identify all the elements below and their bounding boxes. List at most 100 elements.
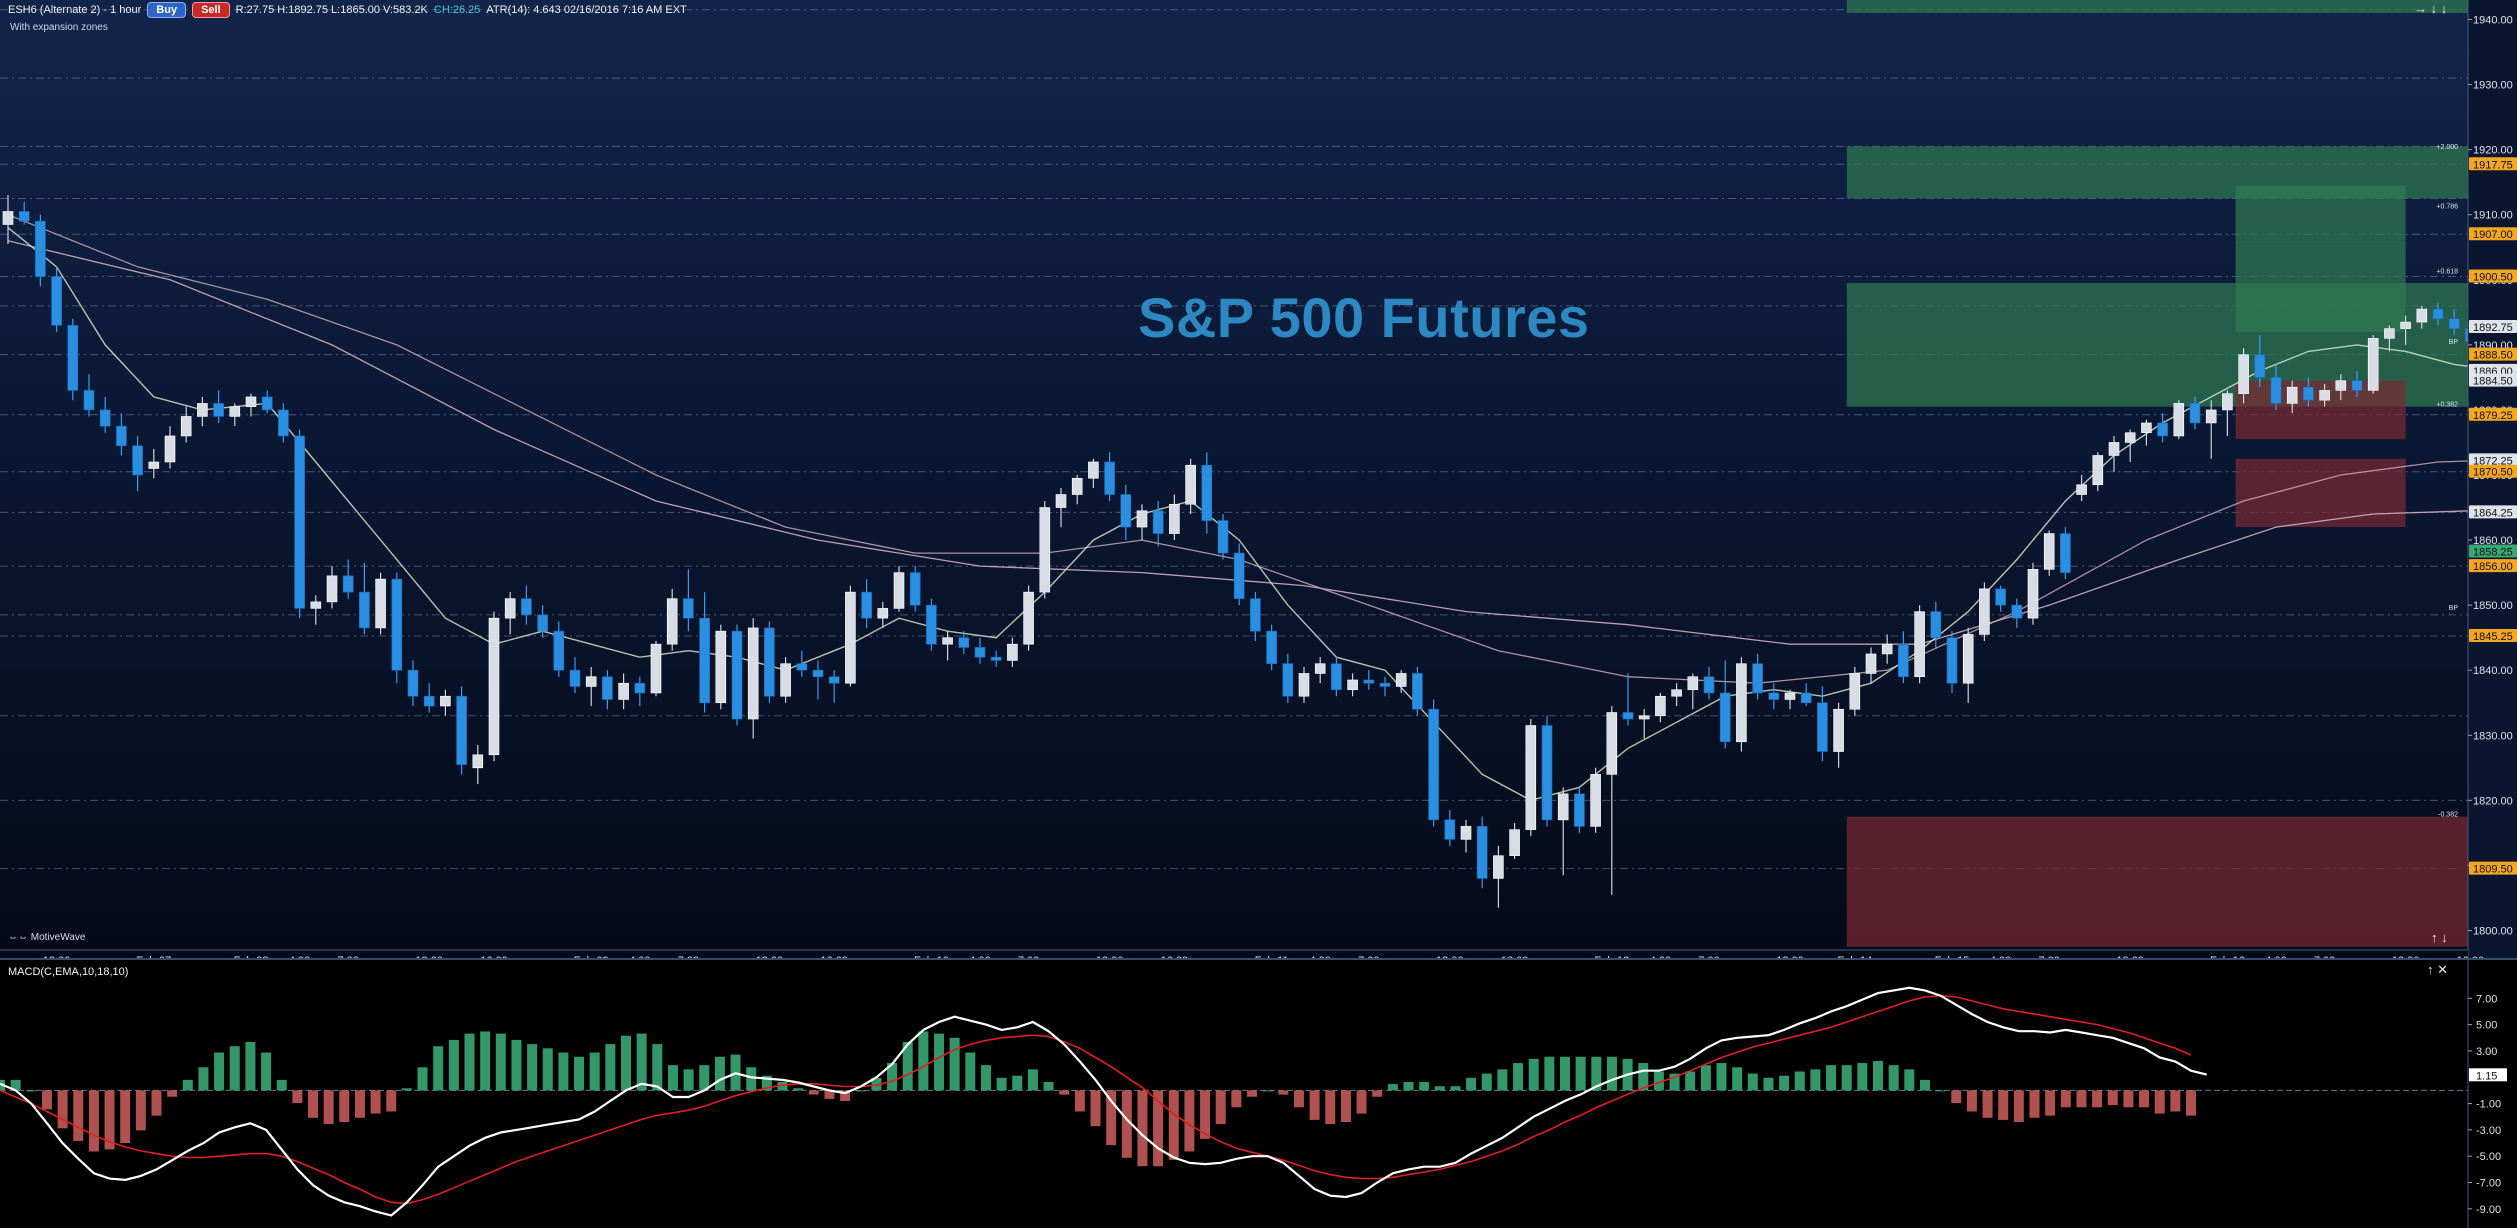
macd-hist-up bbox=[667, 1065, 678, 1091]
candle-up-body bbox=[1736, 663, 1747, 743]
price-tick-label: 1920.00 bbox=[2473, 145, 2513, 157]
candle bbox=[423, 683, 435, 713]
candle-up-body bbox=[1655, 695, 1666, 717]
candle-up-body bbox=[2205, 409, 2217, 424]
macd-hist-down bbox=[1372, 1090, 1383, 1097]
candle-up-body bbox=[488, 617, 500, 756]
price-tag-label: 1884.50 bbox=[2473, 376, 2513, 388]
collapse-icon[interactable]: ↓ bbox=[2440, 1, 2448, 16]
candle bbox=[2108, 435, 2120, 472]
macd-hist-up bbox=[1591, 1056, 1602, 1091]
macd-signal-line bbox=[0, 994, 2192, 1205]
candle-down-body bbox=[1233, 552, 1245, 599]
macd-chart-svg[interactable]: 7.00 5.00 3.00 -1.00 -3.00 -5.00 -7.00 -9.00 1.1… bbox=[0, 960, 2517, 1228]
candle-up-body bbox=[1314, 663, 1326, 674]
time-tick-label: 4:00 bbox=[2265, 955, 2286, 958]
candle bbox=[310, 595, 322, 625]
candle bbox=[245, 393, 257, 417]
candle-up-body bbox=[1557, 793, 1569, 821]
candle-up-body bbox=[715, 630, 727, 704]
candle-up-body bbox=[310, 601, 322, 609]
macd-hist-down bbox=[292, 1090, 303, 1104]
price-tag-label: 1856.00 bbox=[2473, 561, 2513, 573]
candle-up-body bbox=[1055, 494, 1067, 508]
candle bbox=[1979, 582, 1990, 641]
candle-down-body bbox=[2157, 422, 2168, 437]
candle-down-body bbox=[1120, 494, 1132, 528]
candle bbox=[828, 670, 840, 703]
candle-up-body bbox=[2367, 338, 2379, 391]
scroll-up-icon[interactable]: ↑ bbox=[2431, 930, 2438, 945]
candle bbox=[2, 195, 14, 245]
candle bbox=[1428, 699, 1439, 827]
candle-down-body bbox=[764, 627, 775, 697]
move-right-icon[interactable]: → bbox=[2414, 1, 2427, 16]
macd-hist-down bbox=[2060, 1090, 2071, 1108]
buy-button[interactable]: Buy bbox=[147, 2, 187, 18]
candle bbox=[1444, 810, 1456, 846]
macd-hist-up bbox=[1779, 1075, 1790, 1091]
candle-down-body bbox=[1476, 826, 1488, 879]
macd-hist-up bbox=[777, 1082, 788, 1091]
macd-hist-up bbox=[1450, 1086, 1461, 1091]
candle bbox=[1946, 631, 1958, 693]
candle-up-body bbox=[2222, 393, 2233, 411]
move-down-icon[interactable]: ↓ bbox=[2430, 1, 2438, 16]
macd-hist-up bbox=[1528, 1058, 1539, 1091]
candle-up-body bbox=[893, 572, 905, 609]
macd-maximize-icon[interactable]: ↑ bbox=[2427, 962, 2434, 977]
candle-up-body bbox=[1460, 826, 1472, 840]
macd-close-icon[interactable]: ✕ bbox=[2437, 962, 2449, 977]
candle-up-body bbox=[197, 403, 208, 417]
macd-hist-down bbox=[2013, 1090, 2024, 1122]
macd-panel-controls[interactable]: ↑ ✕ bbox=[2427, 962, 2448, 978]
candle-up-body bbox=[180, 416, 192, 437]
candle-down-body bbox=[634, 682, 646, 694]
symbol-title[interactable]: ESH6 (Alternate 2) - 1 hour bbox=[8, 4, 142, 16]
candle bbox=[1606, 705, 1618, 895]
time-tick-label: 12:00 bbox=[2116, 955, 2144, 958]
macd-hist-up bbox=[574, 1056, 585, 1091]
macd-panel[interactable]: 7.00 5.00 3.00 -1.00 -3.00 -5.00 -7.00 -9.00 1.1… bbox=[0, 958, 2517, 1228]
time-tick-label: Feb-15 bbox=[1935, 955, 1970, 958]
candle bbox=[780, 657, 791, 703]
price-tag bbox=[2469, 544, 2517, 558]
sell-button[interactable]: Sell bbox=[192, 2, 230, 18]
macd-hist-up bbox=[229, 1046, 240, 1091]
candle-up-body bbox=[1023, 591, 1034, 645]
time-tick-label: 12:00 bbox=[415, 955, 443, 958]
candle-down-body bbox=[926, 604, 937, 645]
candle bbox=[1071, 475, 1083, 505]
candle-up-body bbox=[1493, 855, 1504, 879]
candle bbox=[2384, 325, 2395, 352]
price-chart-panel[interactable]: +2.000 +0.786 +0.618 +0.382 -0.382 BP BP 1800.0… bbox=[0, 0, 2517, 958]
candle bbox=[51, 266, 62, 332]
candle bbox=[909, 566, 921, 612]
candle bbox=[585, 666, 597, 706]
candle-down-body bbox=[796, 663, 808, 671]
macd-hist-down bbox=[339, 1090, 350, 1122]
candle-up-body bbox=[2286, 386, 2298, 404]
price-chart-svg[interactable]: +2.000 +0.786 +0.618 +0.382 -0.382 BP BP 1800.0… bbox=[0, 0, 2517, 958]
candle bbox=[148, 448, 160, 479]
macd-hist-down bbox=[1951, 1090, 1962, 1104]
candle-down-body bbox=[569, 669, 581, 687]
candle bbox=[1509, 823, 1520, 859]
macd-hist-up bbox=[621, 1035, 631, 1091]
candle bbox=[2141, 419, 2152, 446]
candle bbox=[1412, 666, 1423, 716]
macd-hist-up bbox=[276, 1079, 287, 1091]
candle bbox=[488, 611, 500, 762]
time-tick-label: 16:00 bbox=[1501, 955, 1529, 958]
candle bbox=[747, 618, 759, 739]
zone-label: +0.382 bbox=[2436, 401, 2458, 408]
scroll-controls[interactable]: ↑ ↓ bbox=[2431, 930, 2448, 945]
candle bbox=[294, 429, 305, 619]
candle-up-body bbox=[2416, 308, 2428, 323]
candle bbox=[1298, 666, 1310, 703]
scroll-down-icon[interactable]: ↓ bbox=[2441, 930, 2448, 945]
panel-controls[interactable]: → ↓ ↓ bbox=[2414, 1, 2447, 16]
macd-hist-up bbox=[793, 1088, 804, 1091]
candle-up-body bbox=[440, 695, 451, 707]
candle bbox=[116, 413, 127, 456]
